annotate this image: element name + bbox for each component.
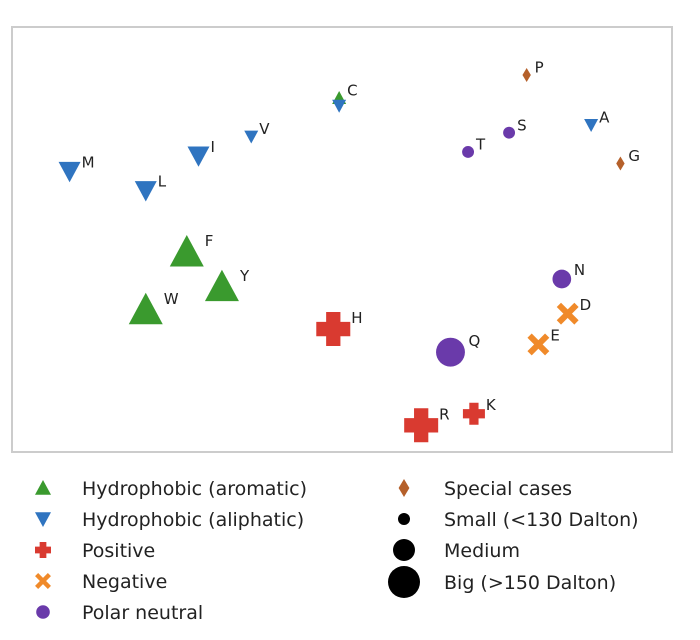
data-point-g-special <box>616 156 625 171</box>
legend-size-marker-small <box>398 513 410 525</box>
legend-size-label-big: Big (>150 Dalton) <box>444 572 616 594</box>
point-label-w: W <box>164 290 179 308</box>
data-point-y-aromatic <box>204 269 239 302</box>
data-point-c-aliphatic <box>332 99 347 113</box>
point-label-q: Q <box>468 332 480 350</box>
data-point-p-special <box>522 67 531 82</box>
point-label-f: F <box>205 232 214 250</box>
point-label-k: K <box>486 396 497 414</box>
point-label-e: E <box>550 327 559 345</box>
point-label-i: I <box>211 138 215 156</box>
legend-label-aliphatic: Hydrophobic (aliphatic) <box>82 509 304 531</box>
legend-size-marker-medium <box>393 539 415 561</box>
legend-marker-aliphatic <box>35 512 51 527</box>
data-point-h-positive <box>316 312 351 347</box>
point-label-l: L <box>158 173 167 191</box>
point-label-h: H <box>351 309 362 327</box>
data-point-r-positive <box>404 408 439 443</box>
legend-label-positive: Positive <box>82 540 155 562</box>
data-point-q-polar <box>436 337 465 367</box>
data-point-v-aliphatic <box>244 130 259 144</box>
point-label-y: Y <box>239 267 250 285</box>
legend-label-special: Special cases <box>444 478 572 500</box>
data-points: C P G A S T V I M L F Y W ND E Q H K R <box>58 59 640 443</box>
data-point-m-aliphatic <box>58 161 81 183</box>
data-point-n-polar <box>552 269 572 289</box>
data-point-d-negative <box>556 302 579 325</box>
legend-marker-negative <box>35 573 51 589</box>
legend-size-marker-big <box>388 566 420 598</box>
point-label-t: T <box>475 136 486 154</box>
point-label-a: A <box>599 109 610 127</box>
point-label-r: R <box>439 405 449 423</box>
legend-size-label-medium: Medium <box>444 540 520 562</box>
legend-label-polar: Polar neutral <box>82 602 203 624</box>
data-point-e-negative <box>527 333 550 356</box>
data-point-w-aromatic <box>128 292 163 325</box>
legend-marker-special <box>398 479 410 497</box>
point-label-c: C <box>347 82 357 100</box>
data-point-s-polar <box>503 126 516 139</box>
point-label-g: G <box>628 147 640 165</box>
legend: Hydrophobic (aromatic) Hydrophobic (aliph… <box>35 478 639 624</box>
data-point-f-aromatic <box>169 235 204 267</box>
legend-label-aromatic: Hydrophobic (aromatic) <box>82 478 307 500</box>
legend-marker-positive <box>35 542 51 558</box>
legend-size-label-small: Small (<130 Dalton) <box>444 509 639 531</box>
legend-marker-aromatic <box>35 480 51 495</box>
data-point-a-aliphatic <box>584 119 599 132</box>
point-label-m: M <box>82 153 95 171</box>
data-point-t-polar <box>462 146 475 158</box>
point-label-p: P <box>535 59 544 77</box>
data-point-k-positive <box>462 402 485 425</box>
point-label-v: V <box>259 120 270 138</box>
point-label-d: D <box>580 296 592 314</box>
point-label-n: N <box>574 261 585 279</box>
legend-label-negative: Negative <box>82 571 167 593</box>
point-label-s: S <box>517 116 527 134</box>
legend-marker-polar <box>36 605 50 619</box>
plot-frame <box>11 26 673 453</box>
data-point-i-aliphatic <box>187 146 210 167</box>
data-point-l-aliphatic <box>134 181 157 202</box>
